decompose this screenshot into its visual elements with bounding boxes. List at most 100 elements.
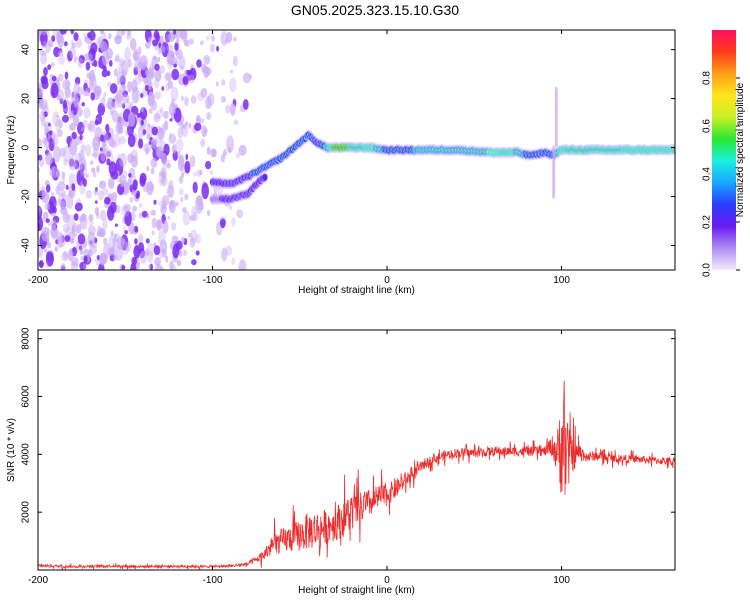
noise-blob — [189, 229, 198, 244]
noise-blob — [197, 203, 202, 211]
spike-mark — [552, 145, 556, 150]
noise-blob — [124, 211, 132, 227]
noise-blob — [94, 207, 100, 216]
noise-blob — [111, 155, 115, 161]
noise-blob — [153, 199, 157, 205]
snr-point — [360, 507, 362, 509]
snr-point — [630, 458, 633, 460]
noise-blob — [147, 264, 152, 270]
noise-blob — [74, 76, 81, 85]
noise-blob — [130, 101, 134, 107]
noise-blob — [71, 222, 78, 237]
snr-point — [107, 565, 109, 567]
snr-point — [438, 456, 440, 458]
noise-blob — [98, 254, 104, 265]
noise-blob — [168, 199, 176, 214]
noise-blob — [139, 172, 147, 184]
noise-blob — [152, 139, 158, 146]
snr-point — [142, 565, 144, 568]
noise-blob — [38, 167, 41, 173]
noise-blob — [151, 126, 158, 136]
noise-blob — [160, 266, 165, 270]
noise-blob — [83, 107, 91, 119]
snr-point — [447, 453, 449, 455]
noise-blob — [67, 249, 74, 262]
noise-blob — [93, 147, 100, 157]
noise-blob — [220, 218, 226, 229]
noise-blob — [56, 129, 63, 138]
noise-blob — [118, 58, 125, 67]
spectrogram-x-axis-label: Height of straight line (km) — [298, 285, 415, 296]
noise-blob — [73, 159, 80, 170]
secondary-ridge-core — [263, 175, 267, 179]
noise-blob — [75, 38, 82, 48]
noise-blob — [127, 58, 132, 68]
noise-blob — [146, 165, 150, 172]
noise-blob — [159, 239, 168, 254]
noise-blob — [78, 55, 85, 64]
noise-blob — [136, 112, 141, 118]
noise-blob — [222, 149, 227, 157]
noise-blob — [68, 155, 77, 171]
noise-blob — [107, 81, 112, 87]
noise-blob — [195, 250, 200, 256]
noise-blob — [185, 120, 189, 127]
spectrogram-x-tick-label: 100 — [553, 275, 570, 286]
noise-blob — [78, 245, 83, 251]
noise-blob — [103, 92, 107, 97]
page-title: GN05.2025.323.15.10.G30 — [290, 2, 460, 18]
noise-blob — [145, 69, 150, 76]
snr-x-tick-label: -100 — [203, 575, 223, 586]
noise-blob — [111, 110, 119, 123]
noise-blob — [229, 77, 237, 93]
noise-blob — [76, 107, 83, 117]
noise-blob — [130, 155, 138, 168]
noise-blob — [90, 160, 94, 166]
noise-blob — [151, 230, 155, 236]
noise-blob — [210, 35, 215, 42]
noise-blob — [164, 34, 169, 45]
noise-blob — [58, 119, 63, 129]
noise-blob — [64, 87, 71, 98]
noise-blob — [111, 191, 118, 201]
noise-blob — [236, 209, 244, 219]
noise-blob — [172, 108, 176, 115]
noise-blob — [96, 142, 100, 146]
noise-blob — [122, 78, 126, 84]
noise-blob — [128, 112, 136, 127]
snr-point — [491, 450, 493, 452]
noise-blob — [70, 260, 79, 270]
noise-blob — [162, 220, 169, 234]
noise-blob — [69, 139, 78, 156]
noise-blob — [182, 210, 191, 226]
noise-blob — [45, 251, 54, 267]
noise-blob — [143, 143, 152, 153]
noise-blob — [116, 175, 122, 183]
noise-blob — [62, 223, 70, 233]
noise-blob — [178, 250, 183, 258]
noise-blob — [210, 148, 217, 158]
snr-frame — [37, 329, 676, 571]
noise-blob — [183, 39, 189, 47]
noise-blob — [118, 136, 126, 145]
noise-blob — [83, 36, 88, 43]
noise-blob — [63, 250, 68, 260]
noise-blob — [60, 206, 68, 215]
noise-blob — [147, 123, 151, 128]
noise-blob — [88, 30, 96, 41]
noise-blob — [176, 151, 181, 159]
spectrogram-x-tick-label: 0 — [384, 275, 390, 286]
noise-blob — [171, 32, 177, 40]
noise-blob — [134, 48, 138, 52]
noise-blob — [203, 54, 211, 65]
noise-blob — [72, 114, 80, 127]
noise-blob — [75, 56, 79, 60]
noise-blob — [192, 181, 198, 194]
noise-blob — [108, 33, 112, 40]
noise-blob — [69, 158, 75, 167]
snr-point — [342, 517, 344, 519]
noise-blob — [163, 110, 169, 119]
noise-blob — [184, 160, 191, 174]
snr-x-tick-label: 0 — [384, 575, 390, 586]
noise-blob — [79, 249, 83, 255]
